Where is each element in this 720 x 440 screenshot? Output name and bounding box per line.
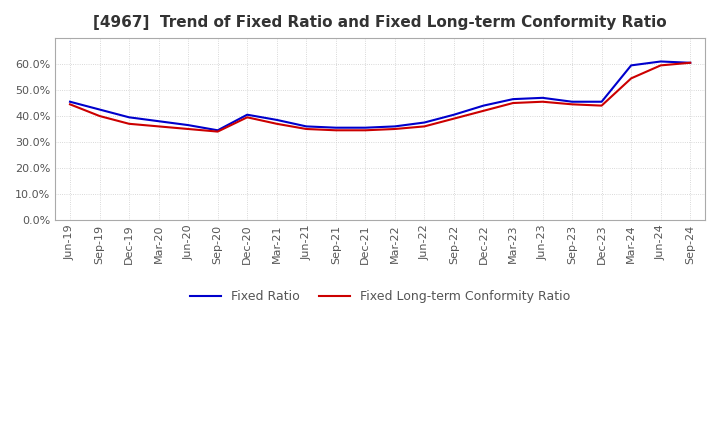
Fixed Long-term Conformity Ratio xyxy=(95,114,104,119)
Fixed Long-term Conformity Ratio xyxy=(302,126,310,132)
Fixed Long-term Conformity Ratio xyxy=(154,124,163,129)
Fixed Long-term Conformity Ratio xyxy=(627,76,636,81)
Fixed Long-term Conformity Ratio xyxy=(509,100,518,106)
Fixed Ratio xyxy=(686,60,695,66)
Fixed Ratio xyxy=(539,95,547,100)
Fixed Ratio xyxy=(627,63,636,68)
Fixed Long-term Conformity Ratio xyxy=(272,121,281,126)
Fixed Long-term Conformity Ratio xyxy=(361,128,369,133)
Fixed Long-term Conformity Ratio xyxy=(539,99,547,104)
Fixed Long-term Conformity Ratio xyxy=(331,128,340,133)
Fixed Long-term Conformity Ratio xyxy=(66,102,74,107)
Fixed Ratio xyxy=(213,128,222,133)
Fixed Long-term Conformity Ratio xyxy=(480,108,488,114)
Fixed Long-term Conformity Ratio xyxy=(390,126,399,132)
Fixed Ratio xyxy=(95,107,104,112)
Fixed Long-term Conformity Ratio xyxy=(568,102,577,107)
Fixed Ratio xyxy=(509,96,518,102)
Fixed Long-term Conformity Ratio xyxy=(184,126,192,132)
Fixed Ratio xyxy=(272,117,281,123)
Title: [4967]  Trend of Fixed Ratio and Fixed Long-term Conformity Ratio: [4967] Trend of Fixed Ratio and Fixed Lo… xyxy=(94,15,667,30)
Line: Fixed Long-term Conformity Ratio: Fixed Long-term Conformity Ratio xyxy=(70,63,690,132)
Fixed Ratio xyxy=(449,112,458,117)
Fixed Ratio xyxy=(480,103,488,108)
Fixed Ratio xyxy=(568,99,577,104)
Fixed Long-term Conformity Ratio xyxy=(657,63,665,68)
Legend: Fixed Ratio, Fixed Long-term Conformity Ratio: Fixed Ratio, Fixed Long-term Conformity … xyxy=(185,285,575,308)
Fixed Ratio xyxy=(598,99,606,104)
Fixed Ratio xyxy=(243,112,251,117)
Fixed Ratio xyxy=(420,120,428,125)
Fixed Ratio xyxy=(66,99,74,104)
Fixed Ratio xyxy=(302,124,310,129)
Fixed Long-term Conformity Ratio xyxy=(686,60,695,66)
Fixed Ratio xyxy=(390,124,399,129)
Fixed Ratio xyxy=(361,125,369,130)
Line: Fixed Ratio: Fixed Ratio xyxy=(70,62,690,130)
Fixed Long-term Conformity Ratio xyxy=(598,103,606,108)
Fixed Ratio xyxy=(331,125,340,130)
Fixed Long-term Conformity Ratio xyxy=(125,121,133,126)
Fixed Long-term Conformity Ratio xyxy=(213,129,222,134)
Fixed Ratio xyxy=(657,59,665,64)
Fixed Long-term Conformity Ratio xyxy=(243,115,251,120)
Fixed Long-term Conformity Ratio xyxy=(449,116,458,121)
Fixed Ratio xyxy=(125,115,133,120)
Fixed Ratio xyxy=(184,122,192,128)
Fixed Ratio xyxy=(154,118,163,124)
Fixed Long-term Conformity Ratio xyxy=(420,124,428,129)
